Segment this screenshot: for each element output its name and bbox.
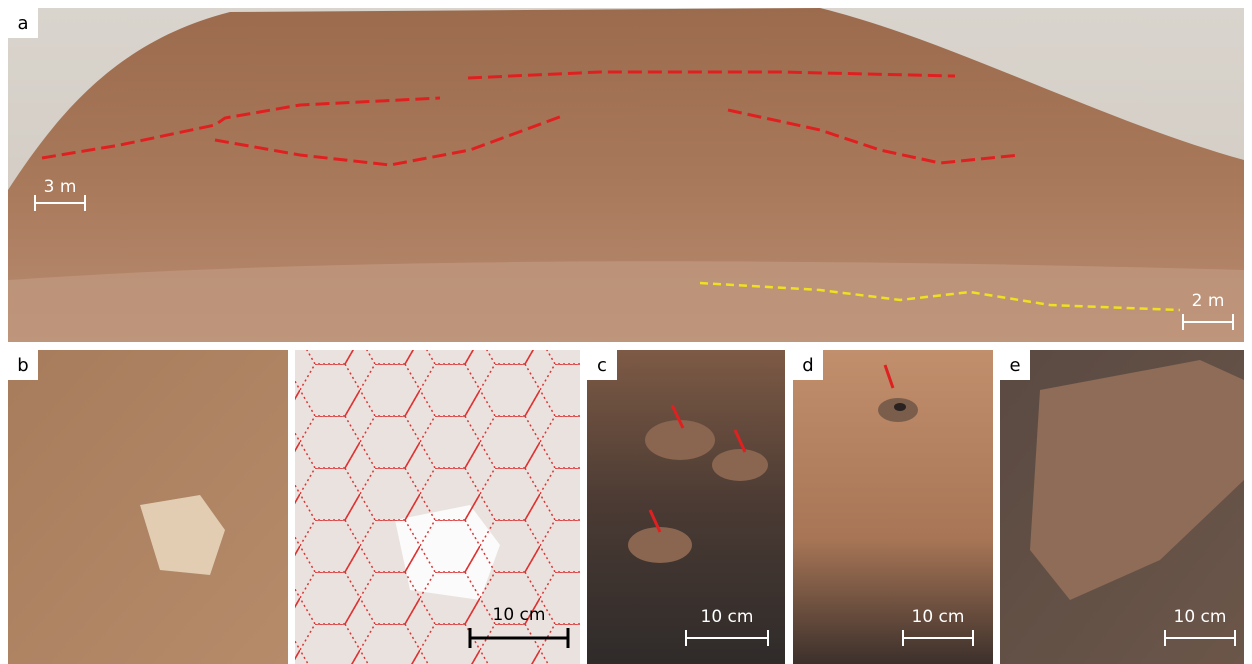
panel-d: d 10 cm: [793, 350, 993, 664]
nodule: [712, 449, 768, 481]
label-box: [8, 350, 38, 380]
contact-line: [214, 113, 566, 167]
nodule: [628, 527, 692, 563]
nodule-cluster: [1030, 360, 1244, 600]
label-box: [587, 350, 617, 380]
label-box: [793, 350, 823, 380]
label-box: [1000, 350, 1030, 380]
panel-label: b: [17, 355, 28, 376]
arrow: [670, 404, 685, 429]
hill: [8, 8, 1244, 342]
panel-e: e 10 cm: [1000, 350, 1244, 664]
scale-label: 3 m: [44, 177, 77, 197]
panel-label: a: [17, 13, 28, 34]
scale-label: 10 cm: [912, 607, 965, 627]
arrow: [883, 364, 895, 389]
ground: [8, 261, 1244, 342]
arrow: [733, 429, 747, 453]
contact-line: [467, 70, 956, 80]
label-box: [8, 8, 38, 38]
pit: [894, 403, 906, 411]
panel-label: c: [597, 355, 607, 376]
contact-line: [727, 108, 1021, 165]
contact-line: [699, 281, 1181, 312]
panel-label: d: [802, 355, 813, 376]
panel-b: b 10 cm: [8, 350, 580, 664]
polygon-pattern: [295, 350, 580, 664]
arrow: [648, 509, 662, 533]
panel-label: e: [1009, 355, 1020, 376]
panel-c: c 10 cm: [587, 350, 785, 664]
nodule: [645, 420, 715, 460]
scale-label: 10 cm: [493, 605, 546, 625]
panel-a: a 3 m 2 m: [8, 8, 1244, 342]
light-patch: [140, 495, 225, 575]
scale-label: 10 cm: [1174, 607, 1227, 627]
scale-label: 2 m: [1192, 291, 1225, 311]
scale-label: 10 cm: [701, 607, 754, 627]
contact-line: [41, 96, 441, 160]
photo: [587, 350, 785, 664]
